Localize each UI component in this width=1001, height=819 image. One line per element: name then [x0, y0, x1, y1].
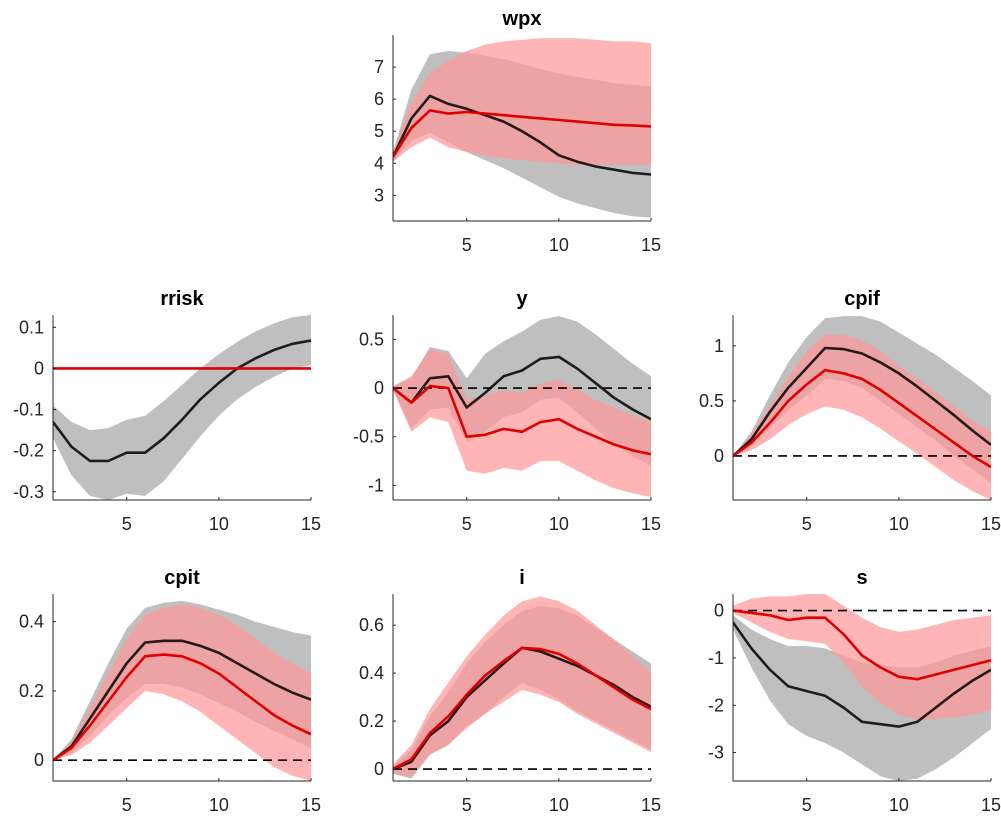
- y-tick-label: 0: [714, 446, 724, 466]
- x-tick-label: 5: [462, 514, 472, 534]
- x-tick-label: 10: [549, 514, 569, 534]
- panel-title: cpif: [844, 288, 880, 310]
- y-tick-label: 5: [374, 121, 384, 141]
- panel-cpit: 0 0.2 0.4 5 10 15 cpit: [19, 567, 321, 815]
- y-tick-label: 0.1: [19, 317, 44, 337]
- x-tick-label: 5: [462, 795, 472, 815]
- y-tick-label: -2: [708, 695, 724, 715]
- panel-y: -1 -0.5 0 0.5 5 10 15 y: [353, 288, 661, 534]
- x-tick-label: 15: [301, 795, 321, 815]
- x-tick-label: 15: [301, 514, 321, 534]
- panel-s: -3 -2 -1 0 5 10 15 s: [708, 567, 1001, 815]
- plot-area: [733, 316, 991, 500]
- x-tick-label: 10: [889, 795, 909, 815]
- median-line-red: [53, 653, 311, 762]
- y-tick-label: 0: [374, 378, 384, 398]
- x-tick-label: 5: [802, 514, 812, 534]
- x-tick-label: 15: [641, 514, 661, 534]
- y-tick-label: -0.2: [13, 441, 44, 461]
- plot-area: [733, 594, 991, 781]
- panel-title: wpx: [502, 8, 542, 30]
- y-tick-label: 0.4: [359, 663, 384, 683]
- y-tick-label: 0: [34, 750, 44, 770]
- median-line-red: [733, 609, 991, 681]
- y-tick-label: 0.6: [359, 615, 384, 635]
- panel-title: y: [516, 288, 528, 310]
- median-line-red: [393, 384, 651, 456]
- panel-i: 0 0.2 0.4 0.6 5 10 15 i: [359, 567, 661, 815]
- y-tick-label: -1: [708, 648, 724, 668]
- median-line-black: [393, 355, 651, 421]
- x-tick-label: 5: [802, 795, 812, 815]
- y-tick-label: 3: [374, 185, 384, 205]
- y-tick-label: 4: [374, 153, 384, 173]
- y-tick-label: -3: [708, 743, 724, 763]
- median-line-red: [393, 646, 651, 771]
- plot-area: [393, 596, 651, 779]
- x-tick-label: 15: [641, 235, 661, 255]
- x-tick-label: 10: [549, 235, 569, 255]
- confidence-band-black: [733, 316, 991, 484]
- panel-wpx: 3 4 5 6 7 5 10 15 wpx: [374, 8, 661, 255]
- y-tick-label: -0.1: [13, 400, 44, 420]
- median-line-black: [53, 339, 311, 463]
- confidence-band-black: [733, 615, 991, 781]
- x-tick-label: 5: [122, 514, 132, 534]
- median-line-black: [733, 346, 991, 457]
- y-tick-label: 6: [374, 89, 384, 109]
- median-line-black: [393, 94, 651, 176]
- confidence-band-black: [53, 315, 311, 500]
- y-tick-label: 0.4: [19, 612, 44, 632]
- y-tick-label: 0.2: [19, 681, 44, 701]
- median-line-red: [393, 109, 651, 158]
- median-line-black: [733, 621, 991, 728]
- y-tick-label: 0.5: [359, 329, 384, 349]
- confidence-band-black: [393, 316, 651, 466]
- y-tick-label: 0: [714, 601, 724, 621]
- plot-area: [393, 316, 651, 498]
- x-tick-label: 10: [549, 795, 569, 815]
- plot-area: [393, 38, 651, 218]
- panel-title: s: [856, 567, 867, 589]
- plot-area: [53, 315, 311, 500]
- y-tick-label: 0: [374, 759, 384, 779]
- y-tick-label: 0.5: [699, 391, 724, 411]
- y-tick-label: -1: [368, 475, 384, 495]
- median-line-red: [733, 368, 991, 469]
- y-tick-label: 0: [34, 358, 44, 378]
- confidence-band-red: [393, 596, 651, 777]
- x-tick-label: 15: [641, 795, 661, 815]
- x-tick-label: 10: [209, 795, 229, 815]
- median-line-black: [53, 639, 311, 762]
- confidence-band-red: [53, 604, 311, 781]
- x-tick-label: 5: [122, 795, 132, 815]
- y-tick-label: -0.3: [13, 482, 44, 502]
- panel-rrisk: -0.3 -0.2 -0.1 0 0.1 5 10 15 rrisk: [13, 288, 321, 534]
- x-tick-label: 10: [209, 514, 229, 534]
- x-tick-label: 10: [889, 514, 909, 534]
- panel-title: i: [519, 567, 525, 589]
- x-tick-label: 15: [981, 795, 1001, 815]
- y-tick-label: 0.2: [359, 711, 384, 731]
- confidence-band-red: [393, 38, 651, 165]
- x-tick-label: 15: [981, 514, 1001, 534]
- confidence-band-red: [733, 334, 991, 500]
- y-tick-label: -0.5: [353, 427, 384, 447]
- confidence-band-red: [393, 349, 651, 498]
- y-tick-label: 1: [714, 336, 724, 356]
- plot-area: [53, 600, 311, 781]
- x-tick-label: 5: [462, 235, 472, 255]
- panel-title: rrisk: [160, 288, 204, 310]
- y-tick-label: 7: [374, 57, 384, 77]
- panel-title: cpit: [164, 567, 200, 589]
